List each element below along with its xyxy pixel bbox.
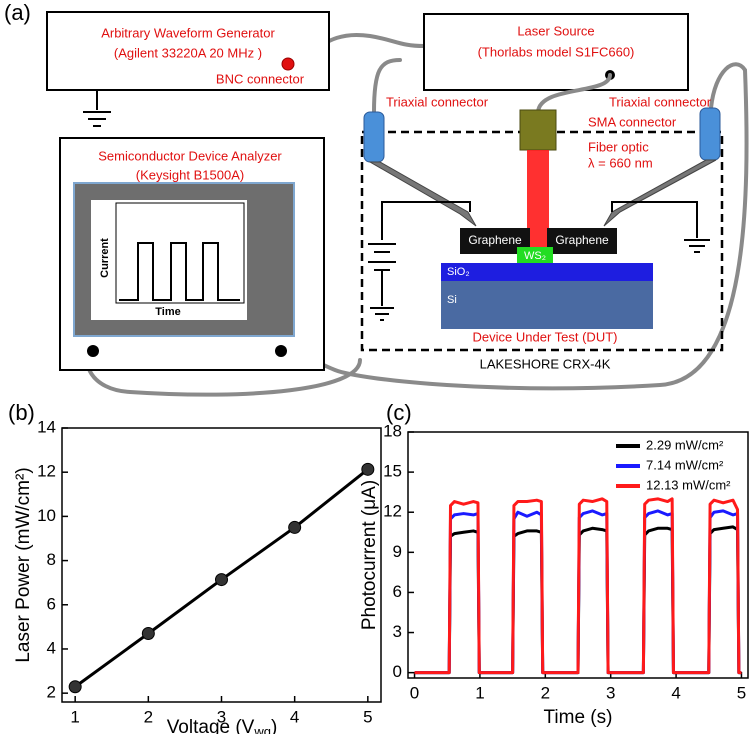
y-tick-label: 0 — [393, 662, 402, 681]
triaxial-left — [363, 111, 385, 163]
screen-frame — [115, 202, 245, 304]
y-tick-label: 6 — [393, 582, 402, 601]
legend-label: 12.13 mW/cm² — [646, 477, 731, 492]
x-tick-label: 5 — [737, 683, 746, 702]
bnc-dot — [281, 57, 295, 71]
screen-x-label: Time — [155, 306, 180, 318]
x-tick-label: 0 — [410, 683, 419, 702]
y-tick-label: 18 — [383, 421, 402, 440]
x-axis-label-part: ) — [271, 717, 277, 734]
si — [441, 281, 653, 329]
laser-title: Laser Source — [517, 23, 594, 38]
y-tick-label: 9 — [393, 542, 402, 561]
dut-label: Device Under Test (DUT) — [473, 329, 618, 344]
ws2 — [517, 247, 553, 263]
sma-label: SMA connector — [588, 114, 677, 129]
y-axis-label: Photocurrent (μA) — [359, 480, 380, 630]
y-axis-label: Laser Power (mW/cm²) — [13, 467, 34, 662]
y-tick-label: 10 — [37, 506, 56, 525]
panel-a: (a) Arbitrary Waveform Generator (Agilen… — [4, 0, 749, 397]
sio2 — [441, 263, 653, 281]
port — [275, 345, 287, 357]
plot-frame — [407, 431, 749, 679]
y-tick-label: 3 — [393, 622, 402, 641]
bnc-label: BNC connector — [216, 71, 305, 86]
triaxial-label: Triaxial connector — [609, 94, 712, 109]
bias-source — [368, 201, 471, 321]
x-tick-label: 4 — [290, 707, 299, 726]
ws2-label: WS₂ — [524, 250, 546, 262]
fiber-label: Fiber optic — [588, 139, 649, 154]
x-tick-label: 3 — [606, 683, 615, 702]
x-axis-label-part: Voltage (V — [167, 717, 255, 734]
laser-box — [423, 13, 689, 91]
x-tick-label: 1 — [475, 683, 484, 702]
cryostat-label: LAKESHORE CRX-4K — [480, 356, 611, 371]
graphene-label: Graphene — [468, 233, 522, 247]
legend-label: 7.14 mW/cm² — [646, 457, 724, 472]
si-label: Si — [447, 294, 457, 306]
graphene-label: Graphene — [555, 233, 609, 247]
legend-label: 2.29 mW/cm² — [646, 437, 724, 452]
port — [87, 345, 99, 357]
y-tick-label: 15 — [383, 462, 402, 481]
square-wave — [119, 242, 240, 301]
x-axis-label-sub: wg — [253, 724, 271, 734]
data-point — [141, 627, 155, 640]
panel-label: (b) — [8, 400, 35, 425]
y-tick-label: 4 — [47, 638, 56, 657]
x-tick-label: 5 — [363, 707, 372, 726]
x-tick-label: 4 — [671, 683, 680, 702]
data-point — [68, 680, 82, 694]
x-axis-label: Time (s) — [544, 707, 613, 728]
awg-title: Arbitrary Waveform Generator — [101, 25, 275, 40]
x-tick-label: 2 — [541, 683, 550, 702]
sio2-label: SiO₂ — [447, 266, 470, 278]
panel-label: (a) — [4, 0, 31, 25]
awg-box — [46, 11, 330, 91]
y-tick-label: 8 — [47, 550, 56, 569]
data-point — [361, 462, 375, 476]
awg-model: (Agilent 33220A 20 MHz ) — [114, 45, 262, 60]
laser-model: (Thorlabs model S1FC660) — [478, 44, 635, 59]
y-tick-label: 12 — [37, 462, 56, 481]
fiber-cable — [536, 73, 612, 114]
y-tick-label: 12 — [383, 502, 402, 521]
x-tick-label: 2 — [144, 707, 153, 726]
x-tick-label: 3 — [217, 707, 226, 726]
data-point — [288, 520, 302, 534]
sma-connector — [519, 109, 557, 151]
probe-left — [368, 161, 477, 227]
screen-y-label: Current — [99, 238, 111, 278]
x-tick-label: 1 — [70, 707, 79, 726]
triaxial-right — [699, 107, 721, 161]
ground — [83, 90, 111, 127]
data-point — [215, 573, 228, 587]
probe-right — [603, 159, 717, 227]
cryostat-box — [360, 130, 724, 352]
ground — [611, 201, 710, 253]
panel-label: (c) — [386, 400, 412, 425]
x-axis-label: Voltage (Vwg) — [167, 717, 278, 734]
y-tick-label: 6 — [47, 594, 56, 613]
graphene-right — [547, 228, 617, 254]
data-line — [414, 497, 742, 675]
y-tick-label: 2 — [47, 683, 56, 702]
analyzer-model: (Keysight B1500A) — [136, 167, 244, 182]
wavelength-label: λ = 660 nm — [588, 155, 653, 170]
y-tick-label: 14 — [37, 417, 56, 436]
laser-beam — [527, 150, 549, 250]
screen-plot — [91, 200, 247, 320]
triaxial-label: Triaxial connector — [386, 94, 489, 109]
analyzer-title: Semiconductor Device Analyzer — [98, 148, 282, 163]
